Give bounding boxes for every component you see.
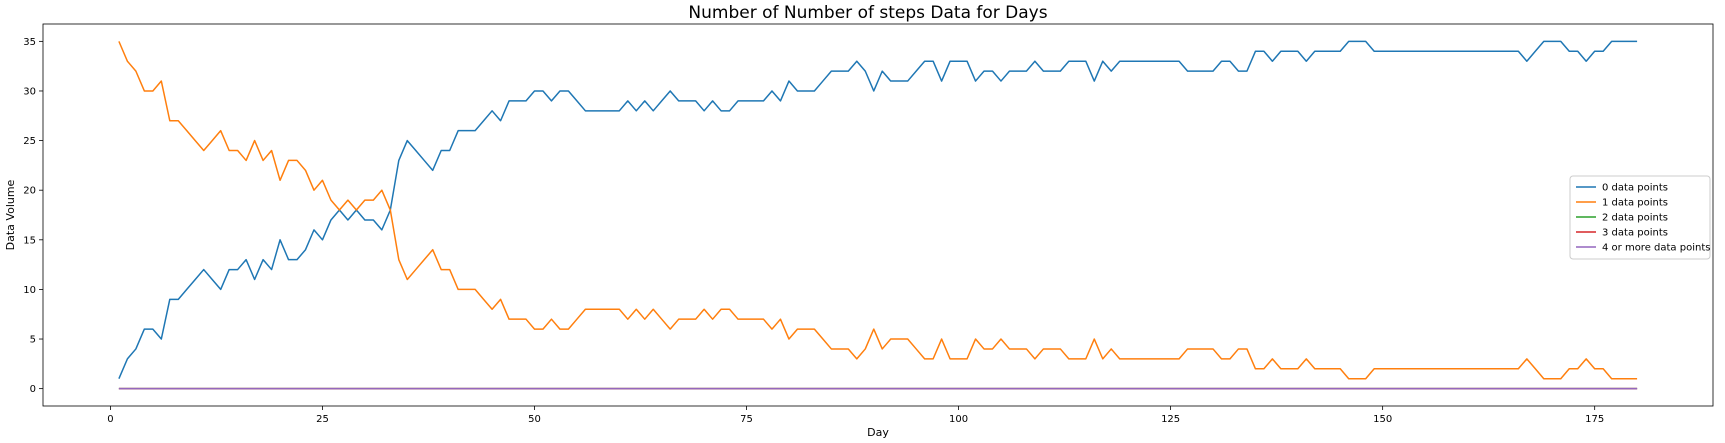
y-tick-label-7: 35 — [23, 37, 36, 48]
legend-label-4: 4 or more data points — [1602, 243, 1710, 254]
x-tick-label-1: 25 — [316, 414, 329, 425]
x-tick-label-0: 0 — [107, 414, 113, 425]
legend-box — [1569, 175, 1711, 260]
y-axis: 0 5 10 15 20 25 30 35 — [23, 37, 43, 395]
y-axis-label: Data Volume — [4, 179, 17, 250]
y-tick-label-0: 0 — [30, 384, 36, 395]
series-line-0 — [118, 40, 1638, 380]
legend-label-3: 3 data points — [1602, 228, 1668, 239]
x-tick-label-6: 150 — [1373, 414, 1392, 425]
legend-label-1: 1 data points — [1602, 198, 1668, 209]
x-tick-label-5: 125 — [1161, 414, 1180, 425]
legend-label-2: 2 data points — [1602, 213, 1668, 224]
x-tick-label-7: 175 — [1585, 414, 1604, 425]
x-axis-label: Day — [867, 426, 889, 439]
legend: 0 data points 1 data points 2 data points 3… — [1569, 175, 1711, 260]
y-tick-label-5: 25 — [23, 136, 36, 147]
legend-label-0: 0 data points — [1602, 183, 1668, 194]
y-tick-label-1: 5 — [30, 335, 36, 346]
y-tick-label-6: 30 — [23, 86, 36, 97]
x-tick-label-3: 75 — [740, 414, 753, 425]
plot-frame — [42, 23, 1714, 407]
series-lines — [118, 40, 1638, 390]
x-tick-label-2: 50 — [528, 414, 541, 425]
x-tick-label-4: 100 — [949, 414, 968, 425]
y-tick-label-2: 10 — [23, 285, 36, 296]
y-tick-label-3: 15 — [23, 235, 36, 246]
series-line-1 — [118, 41, 1638, 380]
y-tick-label-4: 20 — [23, 186, 36, 197]
x-axis: 0 25 50 75 100 125 150 175 — [107, 406, 1604, 425]
chart-title: Number of Number of steps Data for Days — [688, 3, 1047, 23]
